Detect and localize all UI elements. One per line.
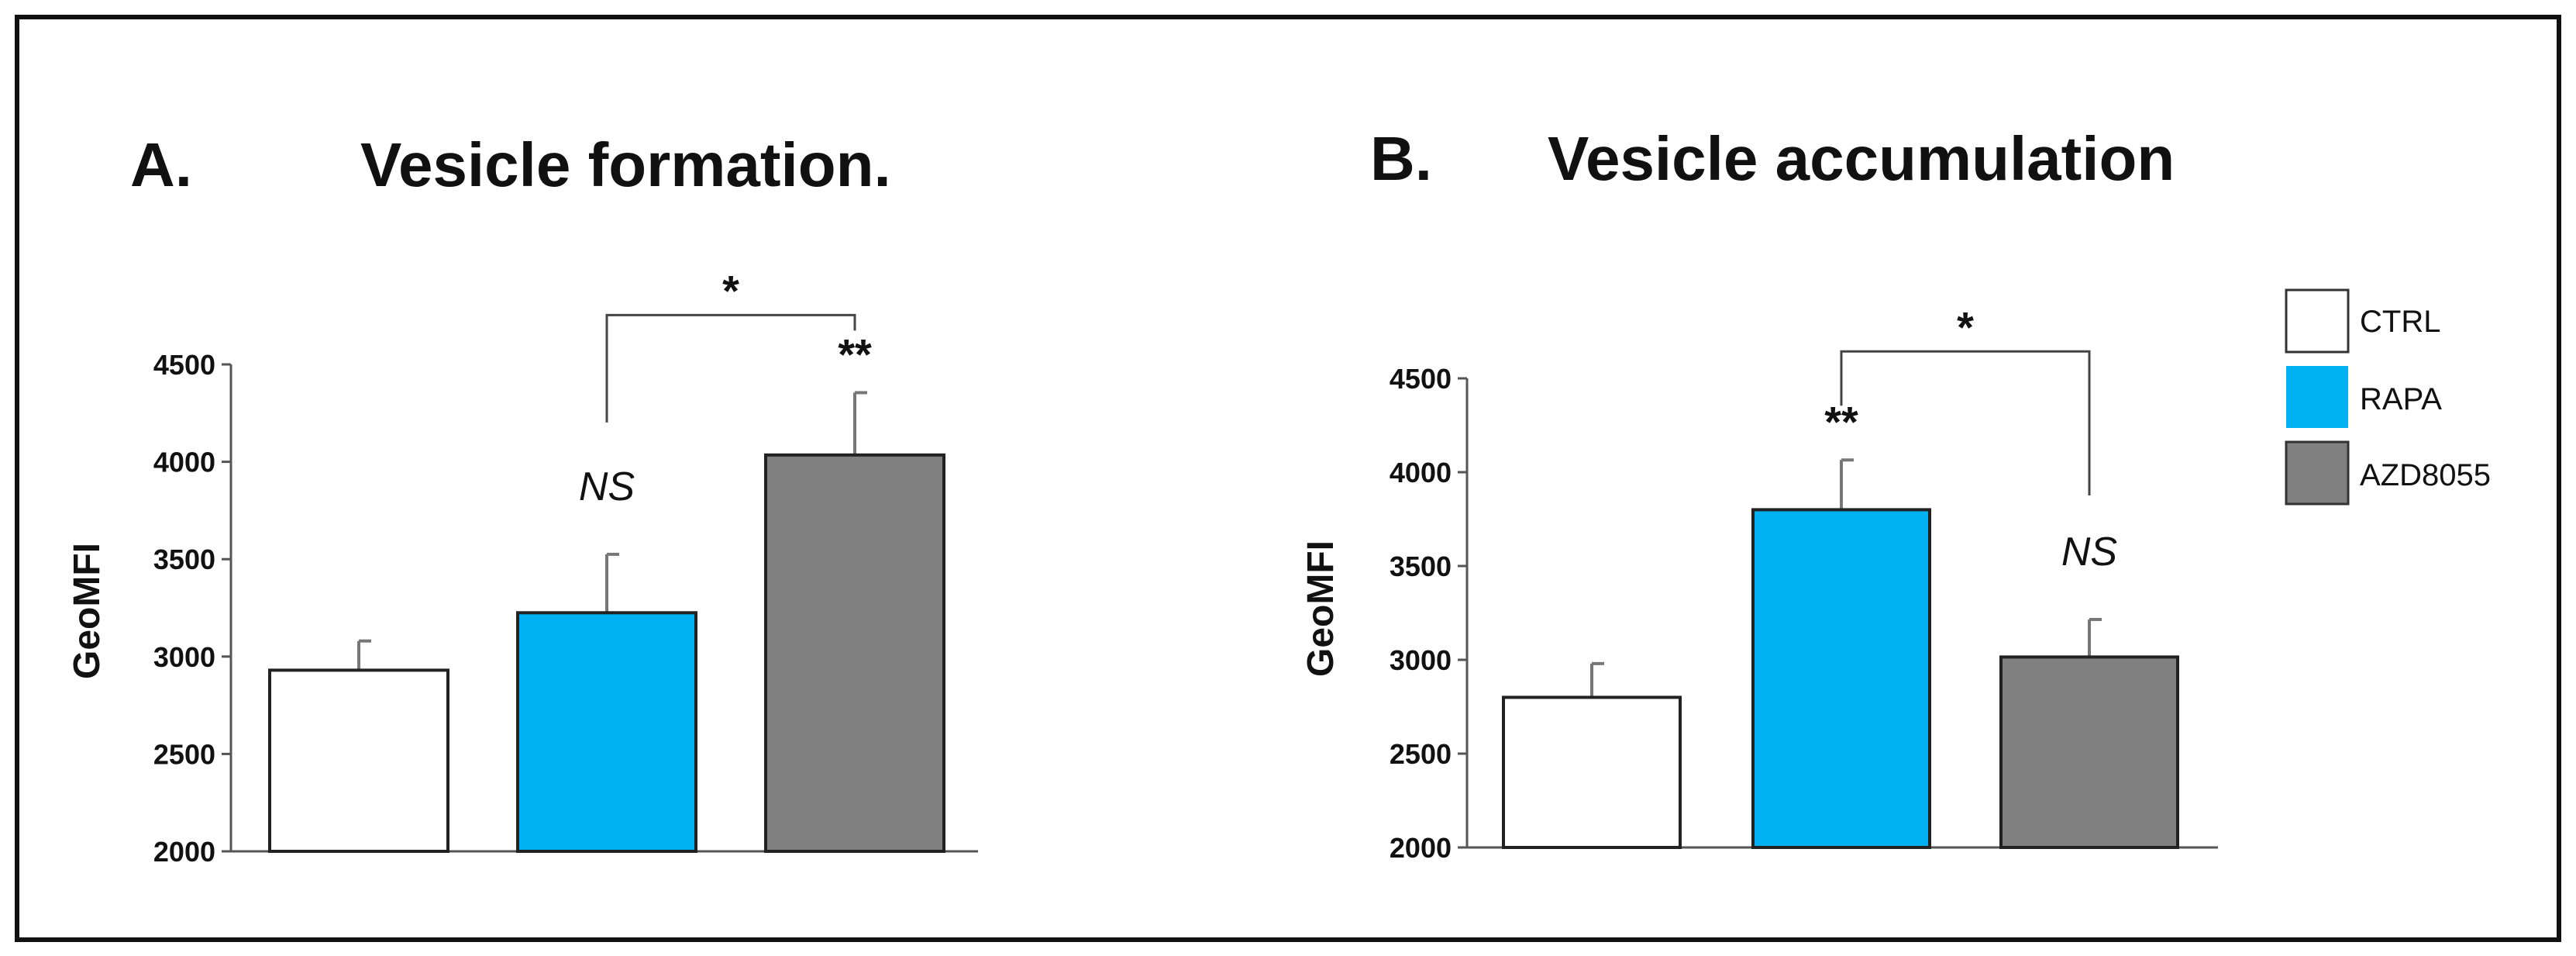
- panel-a-bracket-label: *: [722, 266, 739, 315]
- panel-a-annotation-azd8055: **: [838, 330, 872, 378]
- panel-a-y-tick-label: 2000: [153, 836, 215, 868]
- legend-swatch-ctrl: [2285, 288, 2350, 354]
- panel-b-significance-bracket: [1840, 350, 2091, 495]
- panel-b-y-tick-label: 4500: [1390, 363, 1452, 395]
- panel-a-y-axis-label: GeoMFI: [67, 543, 108, 679]
- legend-label-ctrl: CTRL: [2360, 305, 2440, 339]
- panel-b: B. Vesicle accumulation GeoMFI 2000 2500 3…: [1300, 124, 2218, 864]
- panel-b-bar-azd8055: [1999, 655, 2179, 849]
- panel-a-bar-rapa: [516, 611, 697, 854]
- panel-a-title: Vesicle formation.: [360, 130, 891, 199]
- legend-label-rapa: RAPA: [2360, 382, 2442, 416]
- panel-b-y-tick-label: 3500: [1390, 550, 1452, 582]
- panel-a-y-tick-label: 3500: [153, 544, 215, 575]
- panel-a: A. Vesicle formation. GeoMFI 2000 2500 300…: [67, 130, 978, 868]
- panel-b-bar-ctrl: [1502, 695, 1682, 850]
- panel-a-y-tick-label: 4500: [153, 349, 215, 381]
- panel-b-y-tick-label: 3000: [1390, 644, 1452, 676]
- legend-label-azd8055: AZD8055: [2360, 458, 2491, 492]
- legend-swatch-azd8055: [2285, 440, 2350, 506]
- panel-b-y-tick-label: 2500: [1390, 738, 1452, 770]
- panel-a-y-tick-label: 2500: [153, 738, 215, 770]
- panel-a-y-tick-label: 4000: [153, 447, 215, 478]
- panel-a-bar-ctrl: [268, 668, 449, 853]
- panel-a-bar-azd8055: [764, 453, 945, 853]
- panel-a-significance-bracket: [605, 313, 856, 423]
- panel-b-title: Vesicle accumulation: [1548, 124, 2175, 193]
- panel-b-bracket-label: *: [1957, 302, 1974, 351]
- panel-b-label: B.: [1370, 124, 1432, 193]
- panel-a-y-tick-label: 3000: [153, 641, 215, 673]
- panel-a-label: A.: [130, 130, 192, 199]
- legend: CTRL RAPA AZD8055: [2285, 288, 2491, 506]
- panel-b-y-axis-label: GeoMFI: [1300, 540, 1341, 677]
- panel-b-bar-rapa: [1751, 508, 1931, 850]
- panel-a-annotation-rapa: NS: [579, 464, 635, 509]
- panel-b-annotation-azd8055: NS: [2061, 530, 2118, 575]
- panel-b-y-tick-label: 2000: [1390, 832, 1452, 864]
- legend-swatch-rapa: [2286, 366, 2348, 428]
- panel-b-y-tick-label: 4000: [1390, 457, 1452, 488]
